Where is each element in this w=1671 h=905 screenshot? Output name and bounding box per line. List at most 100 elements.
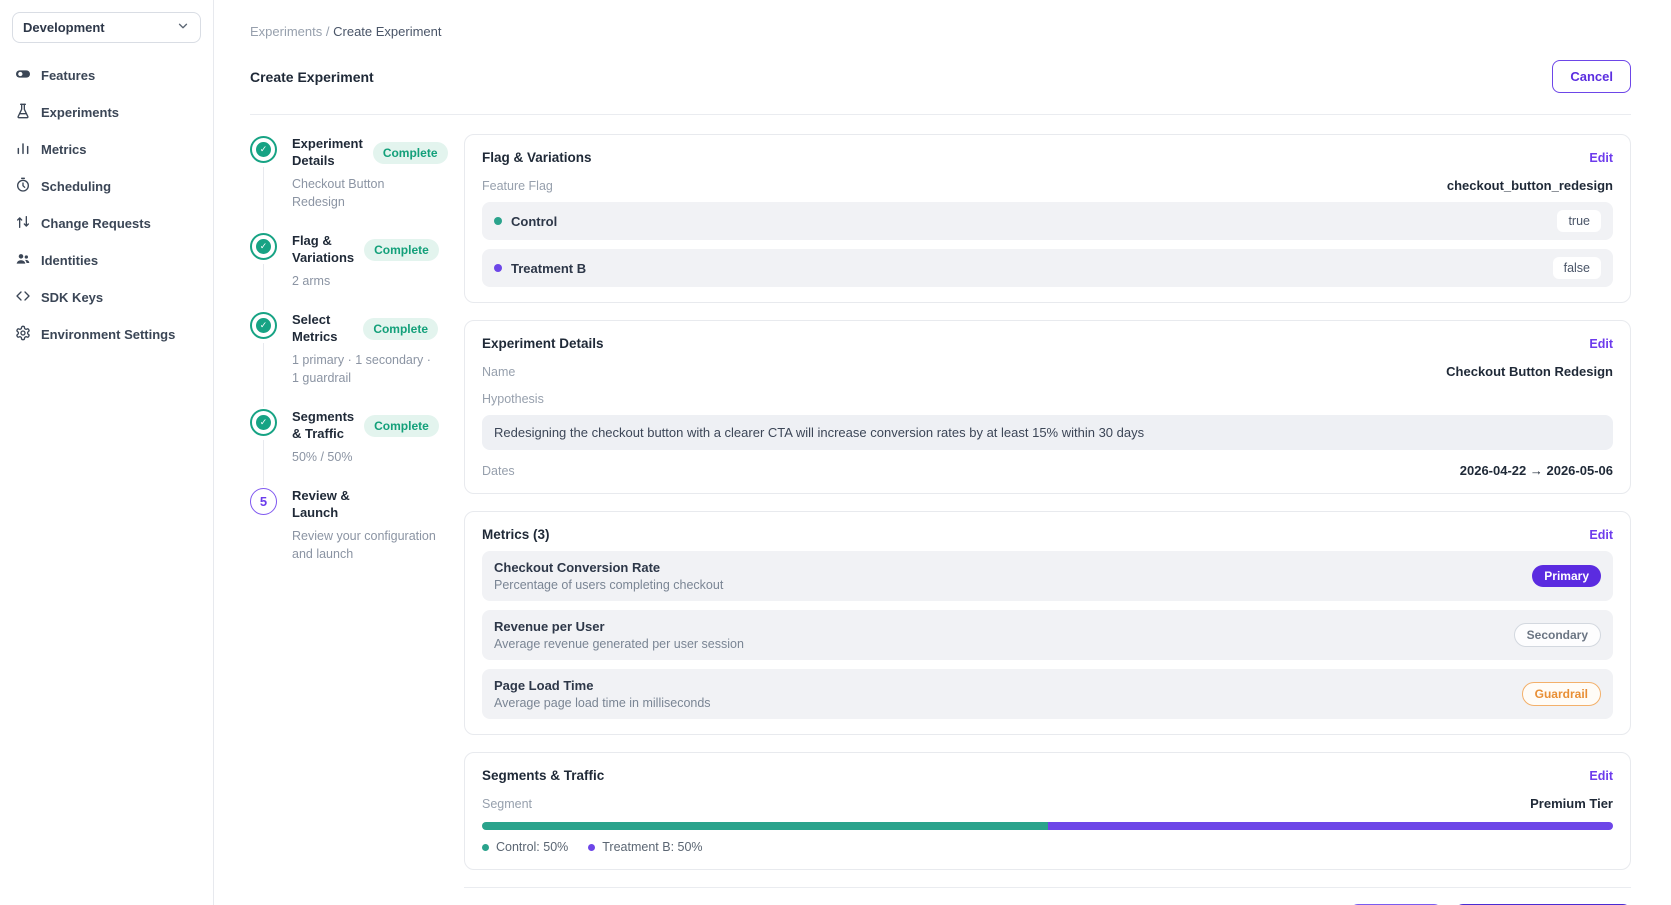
traffic-segment-control	[482, 822, 1048, 830]
card-title: Segments & Traffic	[482, 768, 605, 783]
footer-divider	[464, 887, 1631, 888]
breadcrumb: Experiments / Create Experiment	[250, 24, 1631, 39]
metric-description: Average revenue generated per user sessi…	[494, 637, 744, 651]
step-status-badge: Complete	[363, 317, 438, 340]
secondary-badge: Secondary	[1513, 623, 1601, 647]
bar-chart-icon	[15, 140, 31, 159]
users-icon	[15, 251, 31, 270]
check-icon: ✓	[256, 317, 271, 333]
step-flag-variations[interactable]: ✓ Flag & Variations Complete 2 arms	[250, 233, 439, 310]
environment-select-value: Development	[23, 20, 105, 35]
sidebar-item-identities[interactable]: Identities	[12, 244, 201, 277]
header-divider	[250, 114, 1631, 115]
stopwatch-icon	[15, 177, 31, 196]
feature-flag-value: checkout_button_redesign	[1446, 178, 1613, 193]
stepper: ✓ Experiment Details Complete Checkout B…	[250, 134, 448, 905]
sidebar: Development Features Experiments	[0, 0, 214, 905]
metric-name: Page Load Time	[494, 678, 594, 693]
sidebar-item-label: Experiments	[41, 105, 120, 120]
sidebar-item-environment-settings[interactable]: Environment Settings	[12, 318, 201, 351]
cancel-button[interactable]: Cancel	[1552, 60, 1631, 93]
check-icon: ✓	[256, 239, 271, 255]
sidebar-item-label: Metrics	[41, 142, 87, 157]
metric-row-page-load-time: Page Load Time Average page load time in…	[482, 669, 1613, 719]
dates-label: Dates	[482, 463, 515, 478]
sidebar-item-experiments[interactable]: Experiments	[12, 96, 201, 129]
check-icon: ✓	[256, 414, 271, 430]
segment-value: Premium Tier	[1530, 796, 1613, 811]
name-label: Name	[482, 364, 516, 379]
sidebar-item-label: SDK Keys	[41, 290, 104, 305]
edit-details-link[interactable]: Edit	[1589, 336, 1613, 351]
sidebar-item-change-requests[interactable]: Change Requests	[12, 207, 201, 240]
control-legend-dot-icon	[482, 843, 489, 851]
step-title: Experiment Details	[292, 136, 363, 168]
metrics-card: Metrics (3) Edit Checkout Conversion Rat…	[464, 511, 1631, 735]
card-title: Metrics (3)	[482, 527, 550, 542]
traffic-legend: Control: 50% Treatment B: 50%	[482, 840, 1613, 854]
step-status-badge: Complete	[364, 238, 439, 261]
step-title: Select Metrics	[292, 311, 338, 344]
step-complete-icon: ✓	[250, 136, 277, 163]
sidebar-item-label: Environment Settings	[41, 327, 176, 342]
breadcrumb-experiments-link[interactable]: Experiments	[250, 24, 323, 39]
control-dot-icon	[494, 217, 502, 225]
edit-flag-link[interactable]: Edit	[1589, 150, 1613, 165]
edit-metrics-link[interactable]: Edit	[1589, 527, 1613, 542]
name-value: Checkout Button Redesign	[1446, 364, 1613, 379]
segment-label: Segment	[482, 796, 533, 811]
step-experiment-details[interactable]: ✓ Experiment Details Complete Checkout B…	[250, 136, 448, 232]
sidebar-item-sdk-keys[interactable]: SDK Keys	[12, 281, 201, 314]
metric-name: Revenue per User	[494, 619, 605, 634]
hypothesis-label: Hypothesis	[482, 392, 544, 406]
step-subtitle: Checkout Button Redesign	[292, 176, 385, 209]
feature-toggle-icon	[15, 66, 31, 85]
step-subtitle: Review your configuration and launch	[292, 528, 436, 561]
gear-icon	[15, 325, 31, 344]
sidebar-item-label: Features	[41, 68, 96, 83]
variation-value: false	[1552, 257, 1601, 279]
step-select-metrics[interactable]: ✓ Select Metrics Complete 1 primary · 1 …	[250, 311, 438, 408]
feature-flag-label: Feature Flag	[482, 178, 553, 193]
sidebar-item-metrics[interactable]: Metrics	[12, 133, 201, 166]
step-review-launch[interactable]: 5 Review & Launch Review your configurat…	[250, 487, 438, 563]
step-complete-icon: ✓	[250, 233, 277, 261]
step-number-badge: 5	[250, 487, 277, 515]
breadcrumb-separator: /	[325, 24, 330, 39]
experiment-details-card: Experiment Details Edit Name Checkout Bu…	[464, 320, 1631, 494]
dates-value: 2026-04-22 → 2026-05-06	[1459, 463, 1613, 478]
segments-traffic-card: Segments & Traffic Edit Segment Premium …	[464, 752, 1631, 870]
sidebar-item-label: Change Requests	[41, 216, 151, 231]
guardrail-badge: Guardrail	[1521, 682, 1601, 706]
review-cards: Flag & Variations Edit Feature Flag chec…	[464, 134, 1631, 905]
traffic-allocation-bar	[482, 822, 1613, 830]
sidebar-item-scheduling[interactable]: Scheduling	[12, 170, 201, 203]
traffic-segment-treatment-b	[1047, 822, 1613, 830]
step-status-badge: Complete	[372, 141, 448, 164]
variation-row-control: Control true	[482, 202, 1613, 240]
step-subtitle: 1 primary · 1 secondary · 1 guardrail	[292, 352, 431, 385]
environment-select[interactable]: Development	[12, 12, 201, 43]
metric-row-checkout-conversion: Checkout Conversion Rate Percentage of u…	[482, 551, 1613, 601]
sidebar-item-label: Scheduling	[41, 179, 112, 194]
flask-icon	[15, 103, 31, 122]
step-title: Review & Launch	[292, 487, 350, 520]
edit-segments-link[interactable]: Edit	[1589, 768, 1613, 783]
step-subtitle: 50% / 50%	[292, 449, 353, 464]
sidebar-item-features[interactable]: Features	[12, 59, 201, 92]
variation-name: Treatment B	[511, 260, 587, 276]
legend-label: Control: 50%	[496, 840, 569, 854]
check-icon: ✓	[256, 142, 271, 157]
hypothesis-text: Redesigning the checkout button with a c…	[482, 415, 1613, 450]
variation-value: true	[1557, 210, 1601, 232]
metric-name: Checkout Conversion Rate	[494, 560, 661, 575]
card-title: Flag & Variations	[482, 150, 592, 165]
step-subtitle: 2 arms	[292, 273, 331, 288]
step-segments-traffic[interactable]: ✓ Segments & Traffic Complete 50% / 50%	[250, 408, 439, 486]
flag-variations-card: Flag & Variations Edit Feature Flag chec…	[464, 134, 1631, 303]
step-complete-icon: ✓	[250, 311, 277, 339]
step-title: Flag & Variations	[292, 233, 355, 265]
code-brackets-icon	[15, 288, 31, 307]
git-pull-request-icon	[15, 214, 31, 233]
